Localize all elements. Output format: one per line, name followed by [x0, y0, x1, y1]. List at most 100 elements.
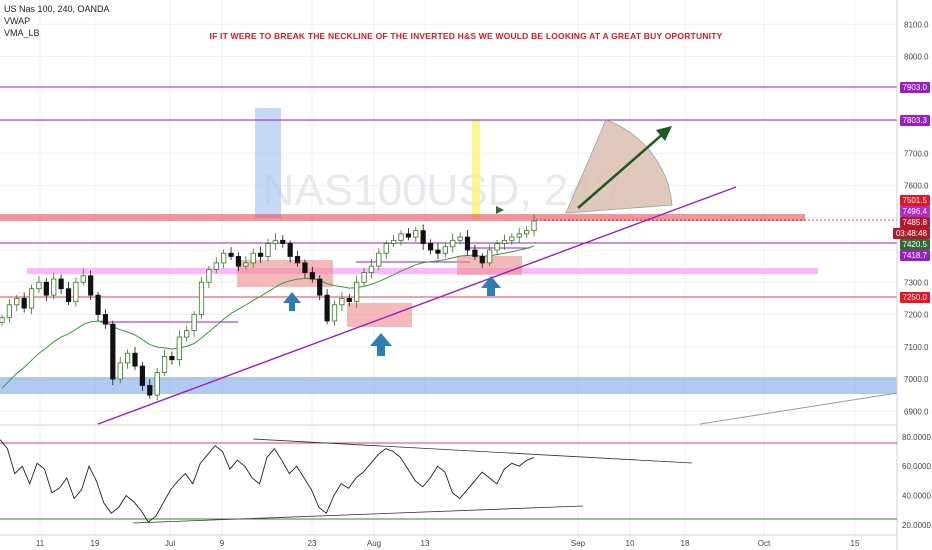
- candle-body: [346, 297, 352, 302]
- rsi-line: [0, 439, 535, 523]
- head-box[interactable]: [347, 303, 412, 327]
- candle-body: [405, 233, 411, 238]
- candle-body: [442, 246, 448, 254]
- candle-body: [243, 262, 249, 267]
- candle-body: [51, 278, 57, 296]
- candle-body: [80, 275, 86, 283]
- candle-body: [132, 352, 138, 367]
- candle-body: [324, 294, 330, 322]
- candle-body: [221, 252, 227, 264]
- rsi-tick-label: 40.0000: [902, 492, 931, 501]
- candle-body: [28, 288, 35, 309]
- candle-body: [235, 256, 242, 267]
- candle-body: [36, 281, 42, 290]
- projection-arrow-head: [656, 126, 672, 141]
- time-tick-label: 11: [36, 539, 45, 548]
- price-tick-label: 7200.0: [904, 311, 929, 320]
- candle-body: [501, 239, 508, 244]
- candle-body: [206, 268, 212, 283]
- candle-body: [472, 249, 478, 257]
- candle-body: [368, 265, 375, 273]
- price-tick-label: 6900.0: [904, 407, 929, 416]
- time-tick-label: 13: [421, 539, 430, 548]
- candle-body: [317, 278, 323, 296]
- rsi-tick-label: 60.0000: [902, 462, 931, 471]
- price-label-7803: 7803.3: [899, 115, 930, 126]
- pink-band[interactable]: [27, 268, 818, 274]
- candle-body: [354, 281, 360, 303]
- annotation-text: IF IT WERE TO BREAK THE NECKLINE OF THE …: [209, 31, 723, 41]
- price-label-7501: 7501.5: [899, 195, 930, 206]
- time-tick-label: Jul: [165, 539, 175, 548]
- rsi-tick-label: 20.0000: [902, 521, 931, 530]
- time-tick-label: 23: [308, 539, 317, 548]
- candle-body: [110, 323, 116, 380]
- price-label-7903: 7903.0: [899, 82, 930, 93]
- candle-body: [147, 385, 153, 396]
- time-tick-label: 18: [681, 539, 690, 548]
- candle-body: [272, 239, 278, 244]
- candle-body: [191, 314, 197, 332]
- candle-body: [294, 256, 301, 264]
- candle-body: [265, 243, 271, 257]
- candle-body: [487, 249, 493, 264]
- time-tick-label: Aug: [367, 539, 381, 548]
- chart-legend: US Nas 100, 240, OANDA VWAP VMA_LB: [4, 3, 110, 39]
- price-label-7250: 7250.0: [899, 292, 930, 303]
- uptrend-line[interactable]: [97, 186, 737, 425]
- price-tick-label: 8100.0: [904, 20, 929, 29]
- candle-body: [479, 256, 485, 264]
- time-tick-label: 19: [91, 539, 100, 548]
- candle-body: [302, 262, 308, 273]
- candle-body: [516, 233, 522, 238]
- time-tick-label: 10: [626, 539, 635, 548]
- candle-body: [73, 281, 79, 303]
- up-arrow-icon: [370, 333, 392, 356]
- candle-body: [169, 356, 175, 361]
- candle-body: [331, 304, 338, 322]
- candle-body: [457, 236, 463, 241]
- time-tick-label: 15: [851, 539, 860, 548]
- candle-body: [88, 275, 94, 296]
- up-arrow-icon: [283, 292, 301, 311]
- indicator-vma: VMA_LB: [4, 28, 40, 38]
- resistance-band[interactable]: [0, 214, 805, 221]
- candle-body: [176, 336, 182, 361]
- blue-time-zone: [255, 108, 281, 218]
- candle-body: [524, 230, 530, 235]
- candle-body: [102, 314, 109, 325]
- price-tick-label: 7600.0: [904, 182, 929, 191]
- projection-fan[interactable]: [565, 119, 673, 214]
- up-arrow-icon: [481, 276, 501, 296]
- flag-marker: [496, 206, 504, 214]
- candle-body: [509, 236, 515, 241]
- candle-body: [391, 239, 397, 244]
- candle-body: [464, 236, 471, 251]
- candle-body: [258, 252, 264, 257]
- rsi-support-line: [132, 505, 584, 524]
- candle-body: [339, 297, 345, 306]
- candle-body: [228, 252, 234, 257]
- candle-body: [361, 272, 367, 283]
- price-label-vwap: 7420.5: [899, 239, 930, 250]
- candle-body: [21, 297, 27, 309]
- candle-body: [139, 365, 145, 386]
- candle-body: [435, 249, 441, 254]
- candle-body: [117, 362, 123, 380]
- candle-body: [450, 239, 456, 248]
- price-tick-label: 7100.0: [904, 343, 929, 352]
- price-label-7496: 7496.4: [899, 206, 930, 217]
- candle-body: [494, 243, 500, 251]
- candle-body: [309, 272, 315, 280]
- projection-arrow-line: [577, 132, 665, 209]
- grid: [0, 0, 897, 535]
- symbol-title: US Nas 100, 240, OANDA: [4, 4, 110, 14]
- candle-body: [427, 243, 434, 251]
- candle-body: [198, 281, 205, 315]
- candle-body: [58, 278, 64, 290]
- candle-body: [161, 356, 168, 373]
- price-label-last: 7485.8: [899, 217, 930, 228]
- candle-body: [383, 243, 389, 254]
- time-tick-label: Oct: [758, 539, 771, 548]
